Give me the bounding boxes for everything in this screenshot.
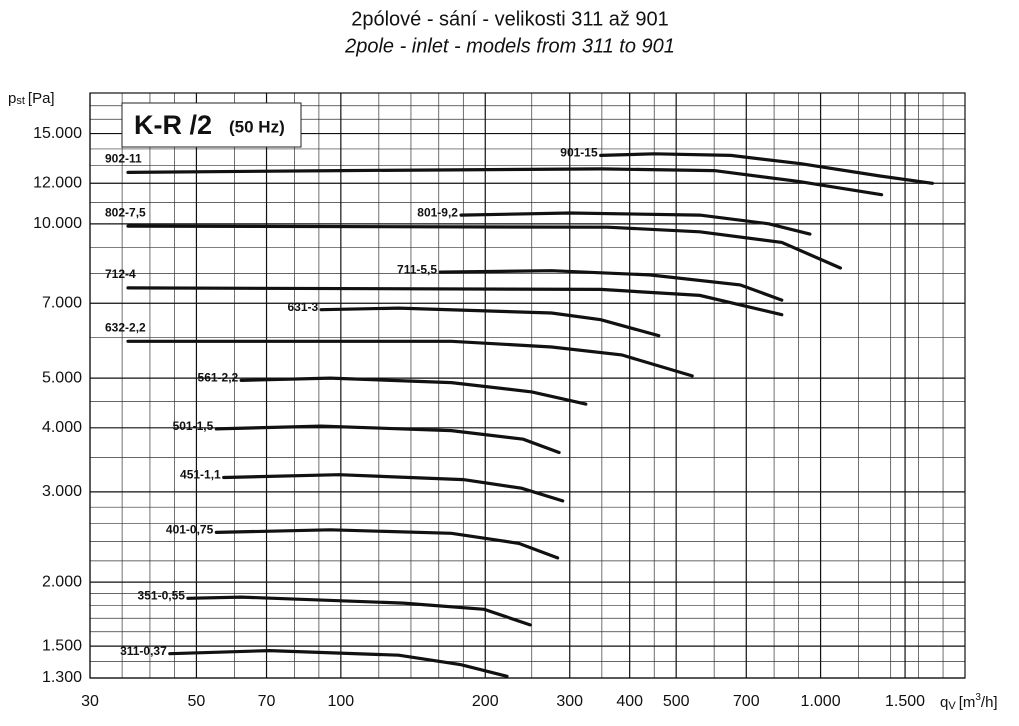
series-label: 632-2,2 — [105, 320, 146, 334]
y-label-sub: st — [16, 95, 25, 107]
series-label: 801-9,2 — [417, 205, 458, 219]
fan-curve — [126, 286, 784, 317]
fan-curve — [126, 339, 694, 378]
y-label-unit: [Pa] — [28, 90, 55, 107]
fan-curve — [214, 424, 561, 455]
x-tick-label: 300 — [556, 693, 583, 710]
x-tick-label: 70 — [258, 693, 276, 710]
fan-curve — [459, 211, 812, 236]
x-label-sub: V — [948, 700, 956, 712]
fan-curve — [222, 473, 565, 503]
y-tick-label: 1.300 — [42, 669, 82, 686]
x-tick-label: 30 — [81, 693, 99, 710]
series-label: 501-1,5 — [173, 419, 214, 433]
x-tick-label: 200 — [472, 693, 499, 710]
badge-freq: (50 Hz) — [229, 117, 285, 136]
badge-model: K-R /2 — [134, 110, 212, 140]
chart-title: 2pólové - sání - velikosti 311 až 901 — [351, 8, 669, 30]
x-label-sup: 3 — [975, 692, 981, 703]
series-label: 451-1,1 — [180, 468, 221, 482]
y-tick-label: 15.000 — [33, 125, 82, 142]
x-label-symbol: q — [940, 694, 948, 711]
x-tick-label: 700 — [733, 693, 760, 710]
x-tick-label: 500 — [663, 693, 690, 710]
y-axis-label: pst [Pa] — [8, 90, 55, 107]
badge-box — [121, 102, 302, 148]
series-label: 351-0,55 — [138, 588, 186, 602]
series-label: 561-2,2 — [198, 371, 239, 385]
y-tick-label: 12.000 — [33, 174, 82, 191]
series-label: 901-15 — [560, 146, 598, 160]
grid — [89, 92, 966, 679]
plot-frame — [89, 92, 966, 679]
x-tick-label: 1.500 — [885, 693, 925, 710]
series-label: 802-7,5 — [105, 205, 146, 219]
series-label: 401-0,75 — [166, 523, 214, 537]
x-tick-label: 50 — [188, 693, 206, 710]
fan-curve — [126, 224, 842, 270]
y-tick-label: 1.500 — [42, 637, 82, 654]
y-label-symbol: p — [8, 90, 16, 107]
x-label-unit-end: /h] — [981, 694, 998, 711]
series-label: 311-0,37 — [120, 644, 167, 658]
x-tick-label: 1.000 — [801, 693, 841, 710]
x-tick-label: 400 — [616, 693, 643, 710]
series-label: 902-11 — [105, 152, 142, 166]
y-tick-label: 3.000 — [42, 483, 82, 500]
y-tick-label: 4.000 — [42, 419, 82, 436]
curves — [126, 152, 934, 678]
fan-curve — [126, 167, 884, 197]
chart-subtitle: 2pole - inlet - models from 311 to 901 — [344, 35, 675, 57]
fan-curve — [186, 595, 532, 627]
y-tick-label: 5.000 — [42, 369, 82, 386]
fan-curve — [319, 306, 661, 338]
fan-curve — [239, 376, 588, 406]
y-tick-label: 7.000 — [42, 294, 82, 311]
x-axis-label: qV [m3/h] — [940, 692, 998, 712]
y-tick-label: 2.000 — [42, 573, 82, 590]
fan-curve — [599, 152, 934, 185]
x-label-unit: [m — [959, 694, 976, 711]
fan-curve — [438, 269, 784, 302]
fan-curve — [168, 648, 509, 678]
series-label: 631-3 — [287, 300, 318, 314]
series-label: 711-5,5 — [397, 262, 437, 276]
x-tick-label: 100 — [327, 693, 354, 710]
y-tick-label: 10.000 — [33, 215, 82, 232]
fan-curve — [214, 528, 560, 560]
series-label: 712-4 — [105, 267, 136, 281]
plot-area — [90, 93, 965, 678]
